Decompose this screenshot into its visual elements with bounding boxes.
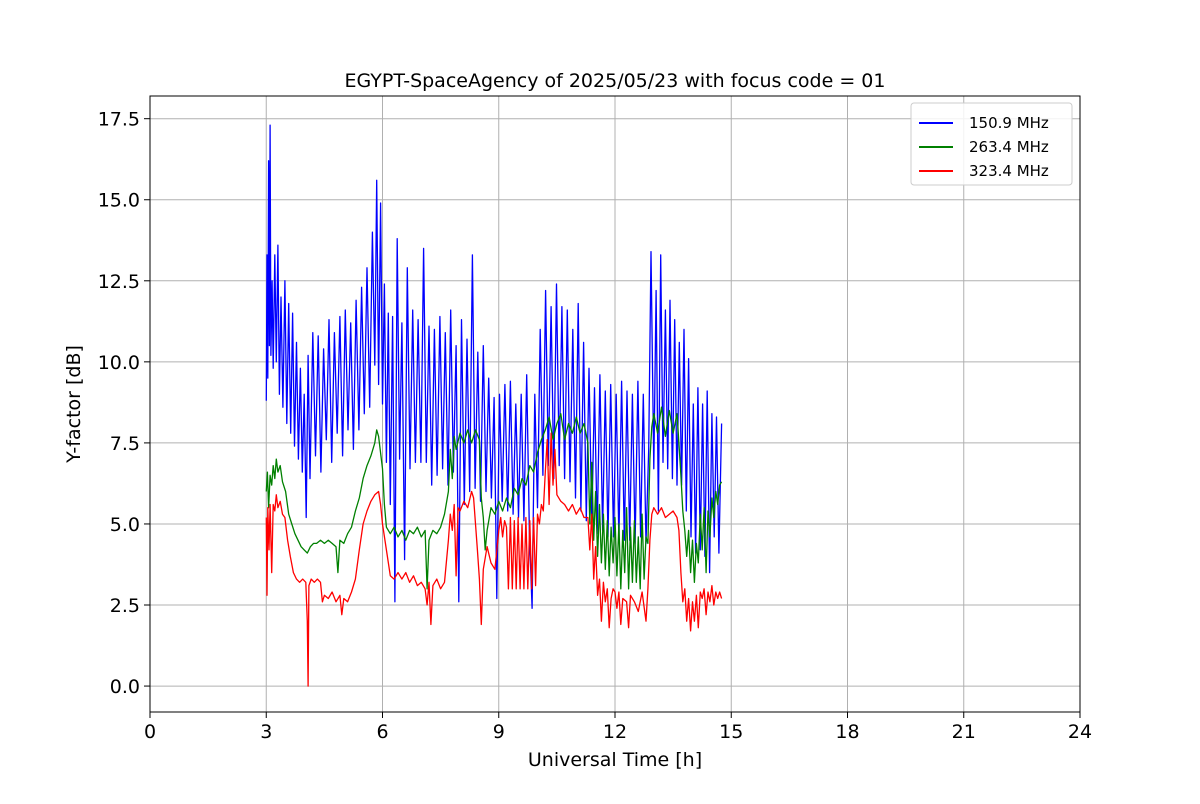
legend-label: 150.9 MHz [969, 114, 1049, 132]
x-axis-label: Universal Time [h] [528, 749, 702, 771]
legend-label: 323.4 MHz [969, 162, 1049, 180]
series-line-3 [265, 432, 723, 687]
plot-series [265, 124, 723, 687]
series-line-1 [265, 124, 723, 609]
y-tick-label: 12.5 [98, 271, 140, 293]
x-tick-label: 21 [952, 721, 976, 743]
y-axis-label: Y-factor [dB] [63, 345, 85, 464]
y-tick-label: 10.0 [98, 352, 140, 374]
y-tick-label: 2.5 [110, 595, 140, 617]
legend: 150.9 MHz 263.4 MHz 323.4 MHz [910, 102, 1073, 186]
series-line-2 [265, 406, 723, 590]
x-tick-label: 12 [603, 721, 627, 743]
x-tick-label: 15 [719, 721, 743, 743]
y-tick-label: 17.5 [98, 109, 140, 131]
x-tick-label: 24 [1068, 721, 1092, 743]
y-tick-label: 7.5 [110, 433, 140, 455]
x-tick-label: 0 [144, 721, 156, 743]
x-tick-label: 6 [376, 721, 388, 743]
x-tick-label: 18 [835, 721, 859, 743]
legend-label: 263.4 MHz [969, 138, 1049, 156]
chart-title: EGYPT-SpaceAgency of 2025/05/23 with foc… [345, 70, 886, 92]
y-tick-label: 5.0 [110, 514, 140, 536]
y-tick-label: 0.0 [110, 676, 140, 698]
x-tick-label: 9 [493, 721, 505, 743]
y-tick-label: 15.0 [98, 190, 140, 212]
axis-ticks: 0 3 6 9 12 15 18 21 24 0.0 2.5 5.0 7.5 10.0 12.5 15.0 17… [98, 109, 1092, 743]
x-tick-label: 3 [260, 721, 272, 743]
